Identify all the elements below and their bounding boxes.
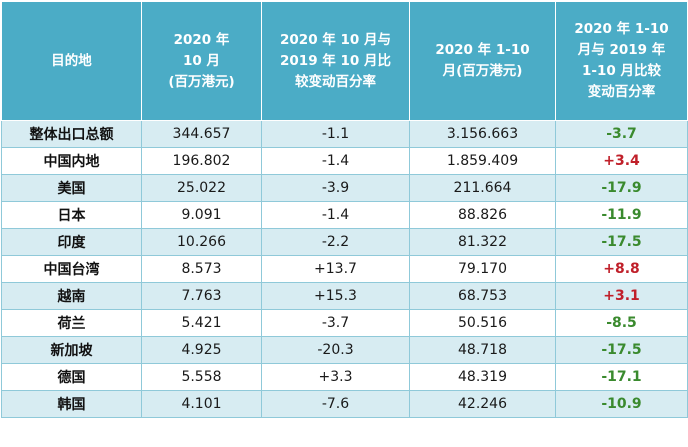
header-line: 2020 年 xyxy=(173,31,230,48)
oct-value-cell: 4.925 xyxy=(141,336,262,364)
ytd-value-cell: 50.516 xyxy=(409,309,556,337)
oct-change-cell: +13.7 xyxy=(261,255,410,283)
table-row: 韩国 4.101 -7.6 42.246 -10.9 xyxy=(1,390,688,418)
oct-change-cell: -20.3 xyxy=(261,336,410,364)
destination-cell: 中国内地 xyxy=(1,147,142,175)
header-line: 月与 2019 年 xyxy=(577,42,666,58)
destination-cell: 韩国 xyxy=(1,390,142,418)
ytd-change-cell: -17.5 xyxy=(555,228,688,256)
table-row: 荷兰 5.421 -3.7 50.516 -8.5 xyxy=(1,309,688,337)
header-line: 2020 年 1-10 xyxy=(574,21,669,37)
header-oct-value: 2020 年 10 月 (百万港元) xyxy=(141,1,262,121)
oct-value-cell: 8.573 xyxy=(141,255,262,283)
table-row: 美国 25.022 -3.9 211.664 -17.9 xyxy=(1,174,688,202)
oct-change-cell: -2.2 xyxy=(261,228,410,256)
ytd-change-cell: +3.4 xyxy=(555,147,688,175)
header-oct-change: 2020 年 10 月与 2019 年 10 月比 较变动百分率 xyxy=(261,1,410,121)
oct-change-cell: -3.7 xyxy=(261,309,410,337)
table-row: 德国 5.558 +3.3 48.319 -17.1 xyxy=(1,363,688,391)
oct-change-cell: -3.9 xyxy=(261,174,410,202)
destination-cell: 越南 xyxy=(1,282,142,310)
oct-change-cell: -1.4 xyxy=(261,201,410,229)
oct-value-cell: 25.022 xyxy=(141,174,262,202)
oct-change-cell: +15.3 xyxy=(261,282,410,310)
destination-cell: 荷兰 xyxy=(1,309,142,337)
table-body: 整体出口总额 344.657 -1.1 3.156.663 -3.7 中国内地 196.80… xyxy=(1,120,688,418)
ytd-value-cell: 88.826 xyxy=(409,201,556,229)
ytd-value-cell: 68.753 xyxy=(409,282,556,310)
ytd-value-cell: 48.718 xyxy=(409,336,556,364)
table-row: 印度 10.266 -2.2 81.322 -17.5 xyxy=(1,228,688,256)
destination-cell: 日本 xyxy=(1,201,142,229)
ytd-value-cell: 1.859.409 xyxy=(409,147,556,175)
ytd-value-cell: 79.170 xyxy=(409,255,556,283)
oct-value-cell: 4.101 xyxy=(141,390,262,418)
ytd-change-cell: -11.9 xyxy=(555,201,688,229)
header-line: 1-10 月比较 xyxy=(582,63,661,79)
export-table: 目的地 2020 年 10 月 (百万港元) 2020 年 10 月与 2019… xyxy=(1,1,688,418)
ytd-change-cell: -8.5 xyxy=(555,309,688,337)
oct-value-cell: 5.421 xyxy=(141,309,262,337)
header-line: 10 月 xyxy=(183,52,220,69)
destination-cell: 印度 xyxy=(1,228,142,256)
ytd-value-cell: 3.156.663 xyxy=(409,120,556,148)
header-line: 月(百万港元) xyxy=(442,63,523,79)
table-row: 中国台湾 8.573 +13.7 79.170 +8.8 xyxy=(1,255,688,283)
ytd-change-cell: +8.8 xyxy=(555,255,688,283)
header-line: 较变动百分率 xyxy=(295,73,376,90)
header-line: (百万港元) xyxy=(168,73,235,90)
oct-change-cell: -7.6 xyxy=(261,390,410,418)
table-header: 目的地 2020 年 10 月 (百万港元) 2020 年 10 月与 2019… xyxy=(1,1,688,121)
oct-value-cell: 344.657 xyxy=(141,120,262,148)
header-line: 变动百分率 xyxy=(587,84,656,100)
destination-cell: 美国 xyxy=(1,174,142,202)
table-row: 整体出口总额 344.657 -1.1 3.156.663 -3.7 xyxy=(1,120,688,148)
destination-cell: 整体出口总额 xyxy=(1,120,142,148)
table-row: 中国内地 196.802 -1.4 1.859.409 +3.4 xyxy=(1,147,688,175)
ytd-change-cell: -10.9 xyxy=(555,390,688,418)
oct-change-cell: +3.3 xyxy=(261,363,410,391)
oct-value-cell: 5.558 xyxy=(141,363,262,391)
oct-value-cell: 196.802 xyxy=(141,147,262,175)
table-row: 新加坡 4.925 -20.3 48.718 -17.5 xyxy=(1,336,688,364)
destination-cell: 德国 xyxy=(1,363,142,391)
header-line: 2020 年 10 月与 xyxy=(280,31,391,48)
oct-value-cell: 7.763 xyxy=(141,282,262,310)
ytd-change-cell: -17.1 xyxy=(555,363,688,391)
destination-cell: 新加坡 xyxy=(1,336,142,364)
ytd-value-cell: 48.319 xyxy=(409,363,556,391)
header-destination: 目的地 xyxy=(1,1,142,121)
ytd-value-cell: 42.246 xyxy=(409,390,556,418)
table-row: 日本 9.091 -1.4 88.826 -11.9 xyxy=(1,201,688,229)
oct-value-cell: 10.266 xyxy=(141,228,262,256)
ytd-value-cell: 211.664 xyxy=(409,174,556,202)
ytd-value-cell: 81.322 xyxy=(409,228,556,256)
ytd-change-cell: -17.9 xyxy=(555,174,688,202)
header-destination-label: 目的地 xyxy=(51,52,92,69)
ytd-change-cell: +3.1 xyxy=(555,282,688,310)
oct-change-cell: -1.4 xyxy=(261,147,410,175)
ytd-change-cell: -3.7 xyxy=(555,120,688,148)
oct-value-cell: 9.091 xyxy=(141,201,262,229)
ytd-change-cell: -17.5 xyxy=(555,336,688,364)
header-row: 目的地 2020 年 10 月 (百万港元) 2020 年 10 月与 2019… xyxy=(1,1,688,121)
header-line: 2020 年 1-10 xyxy=(435,42,530,58)
header-ytd-value: 2020 年 1-10 月(百万港元) xyxy=(409,1,556,121)
header-line: 2019 年 10 月比 xyxy=(280,52,391,69)
oct-change-cell: -1.1 xyxy=(261,120,410,148)
destination-cell: 中国台湾 xyxy=(1,255,142,283)
header-ytd-change: 2020 年 1-10 月与 2019 年 1-10 月比较 变动百分率 xyxy=(555,1,688,121)
table-row: 越南 7.763 +15.3 68.753 +3.1 xyxy=(1,282,688,310)
